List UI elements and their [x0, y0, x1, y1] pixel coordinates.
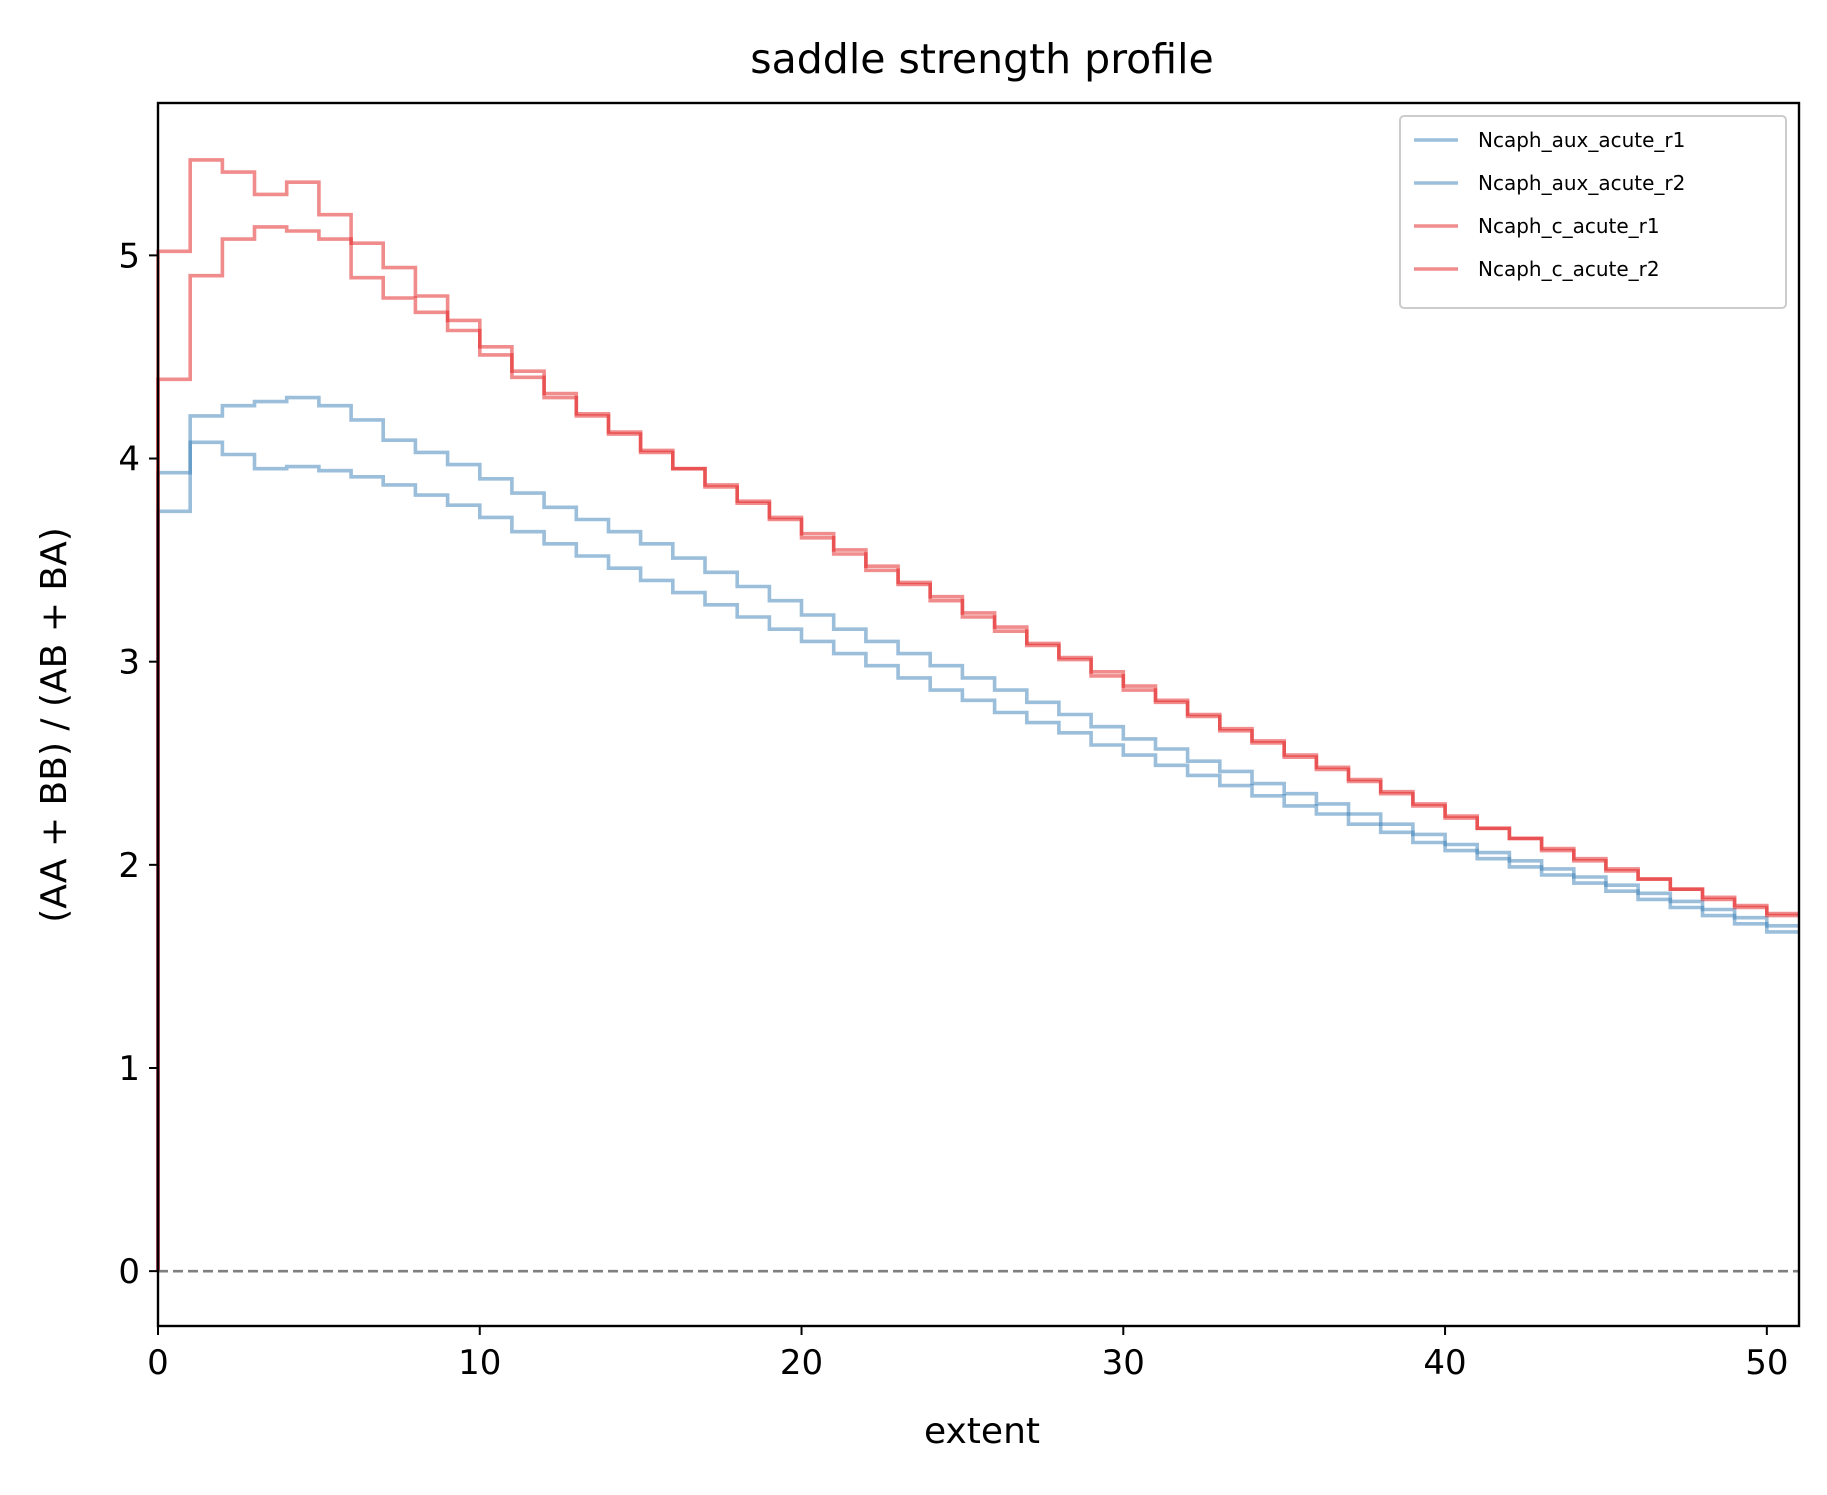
x-tick-label: 40 — [1423, 1343, 1466, 1383]
series-line-Ncaph_aux_acute_r2 — [156, 440, 1799, 1272]
legend-box — [1399, 115, 1787, 309]
legend-label: Ncaph_aux_acute_r2 — [1478, 171, 1685, 195]
legend: Ncaph_aux_acute_r1 Ncaph_aux_acute_r2 Ncap… — [1399, 115, 1787, 309]
legend-label: Ncaph_c_acute_r2 — [1478, 257, 1660, 281]
x-tick-label: 20 — [780, 1343, 823, 1383]
y-tick-label: 2 — [118, 846, 140, 886]
y-tick-label: 1 — [118, 1049, 140, 1089]
legend-label: Ncaph_aux_acute_r1 — [1478, 128, 1685, 152]
y-axis-label: (AA + BB) / (AB + BA) — [34, 527, 75, 923]
series-line-Ncaph_c_acute_r2 — [156, 158, 1799, 1272]
legend-label: Ncaph_c_acute_r1 — [1478, 214, 1660, 238]
chart-title: saddle strength profile — [750, 35, 1213, 83]
x-tick-label: 50 — [1745, 1343, 1788, 1383]
x-axis-ticks: 0 10 20 30 40 50 — [147, 1326, 1788, 1383]
x-tick-label: 30 — [1102, 1343, 1145, 1383]
y-tick-label: 4 — [118, 440, 140, 480]
axes-frame — [156, 101, 1801, 1328]
x-axis-label: extent — [924, 1411, 1040, 1452]
y-tick-label: 0 — [118, 1252, 140, 1292]
x-tick-label: 0 — [147, 1343, 169, 1383]
y-axis-ticks: 0 1 2 3 4 5 — [118, 236, 158, 1292]
y-tick-label: 3 — [118, 643, 140, 683]
y-tick-label: 5 — [118, 236, 140, 276]
x-tick-label: 10 — [458, 1343, 501, 1383]
plot-lines — [156, 158, 1799, 1272]
